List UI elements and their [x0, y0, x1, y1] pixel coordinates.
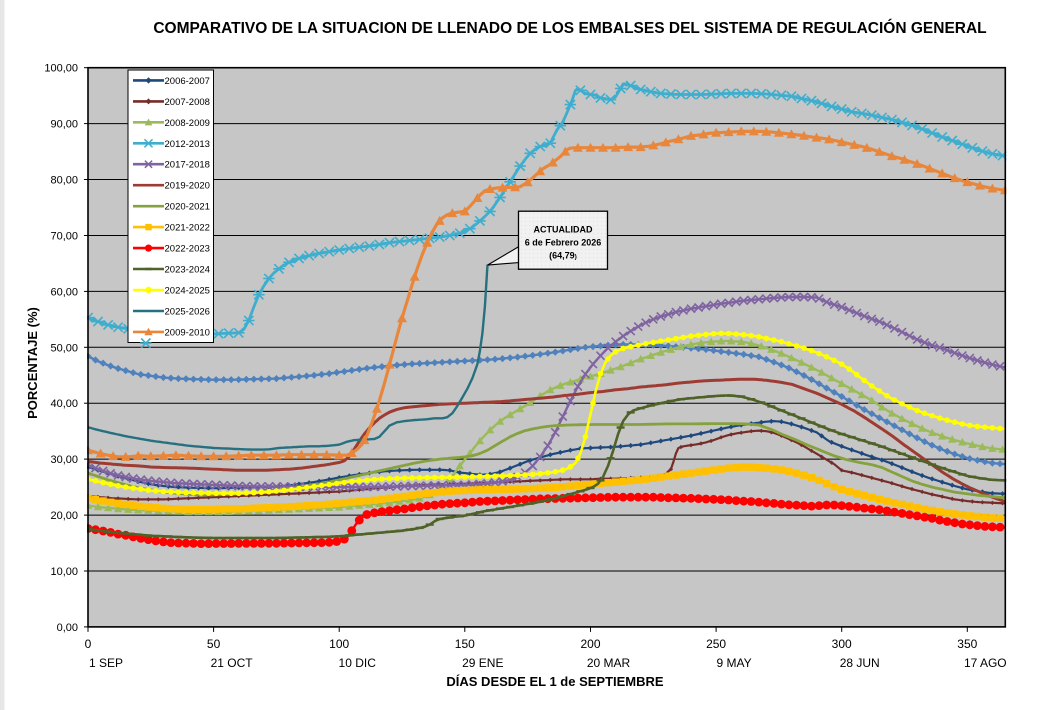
svg-text:2007-2008: 2007-2008	[165, 97, 210, 108]
svg-text:250: 250	[706, 637, 726, 651]
svg-text:DÍAS DESDE EL 1 de SEPTIEMBRE: DÍAS DESDE EL 1 de SEPTIEMBRE	[446, 674, 664, 689]
svg-text:9 MAY: 9 MAY	[717, 656, 752, 670]
svg-text:2021-2022: 2021-2022	[165, 223, 210, 234]
svg-text:350: 350	[957, 637, 977, 651]
svg-text:100,00: 100,00	[44, 63, 78, 75]
svg-text:(64,79): (64,79)	[549, 251, 577, 261]
svg-text:20 MAR: 20 MAR	[587, 656, 631, 670]
svg-text:0,00: 0,00	[57, 622, 78, 634]
svg-text:30,00: 30,00	[50, 454, 78, 466]
svg-text:29 ENE: 29 ENE	[462, 656, 503, 670]
svg-text:2009-2010: 2009-2010	[165, 327, 210, 338]
svg-text:21 OCT: 21 OCT	[211, 656, 254, 670]
svg-text:200: 200	[580, 637, 600, 651]
svg-text:100: 100	[329, 637, 349, 651]
svg-text:2020-2021: 2020-2021	[165, 202, 210, 213]
svg-text:2022-2023: 2022-2023	[165, 244, 210, 255]
svg-text:0: 0	[85, 637, 92, 651]
svg-text:COMPARATIVO DE LA SITUACION DE: COMPARATIVO DE LA SITUACION DE LLENADO D…	[153, 19, 986, 37]
svg-text:PORCENTAJE (%): PORCENTAJE (%)	[25, 307, 40, 419]
svg-text:90,00: 90,00	[50, 119, 78, 131]
svg-text:2008-2009: 2008-2009	[165, 118, 210, 129]
svg-text:2025-2026: 2025-2026	[165, 307, 210, 318]
svg-text:60,00: 60,00	[50, 286, 78, 298]
svg-text:20,00: 20,00	[50, 510, 78, 522]
svg-text:17 AGO: 17 AGO	[964, 656, 1007, 670]
svg-text:80,00: 80,00	[50, 175, 78, 187]
svg-text:2012-2013: 2012-2013	[165, 139, 210, 150]
svg-text:2024-2025: 2024-2025	[165, 286, 210, 297]
svg-text:2006-2007: 2006-2007	[165, 76, 210, 87]
svg-text:50,00: 50,00	[50, 342, 78, 354]
svg-text:50: 50	[207, 637, 221, 651]
svg-text:2019-2020: 2019-2020	[165, 181, 210, 192]
svg-text:2017-2018: 2017-2018	[165, 160, 210, 171]
svg-text:28 JUN: 28 JUN	[840, 656, 880, 670]
svg-text:40,00: 40,00	[50, 398, 78, 410]
svg-text:2023-2024: 2023-2024	[165, 265, 210, 276]
svg-text:1 SEP: 1 SEP	[89, 656, 123, 670]
svg-text:10,00: 10,00	[50, 566, 78, 578]
svg-text:10 DIC: 10 DIC	[339, 656, 377, 670]
svg-text:150: 150	[455, 637, 475, 651]
svg-text:300: 300	[832, 637, 852, 651]
svg-text:6 de Febrero 2026: 6 de Febrero 2026	[525, 238, 602, 248]
svg-text:ACTUALIDAD: ACTUALIDAD	[534, 225, 593, 235]
svg-text:70,00: 70,00	[50, 231, 78, 243]
